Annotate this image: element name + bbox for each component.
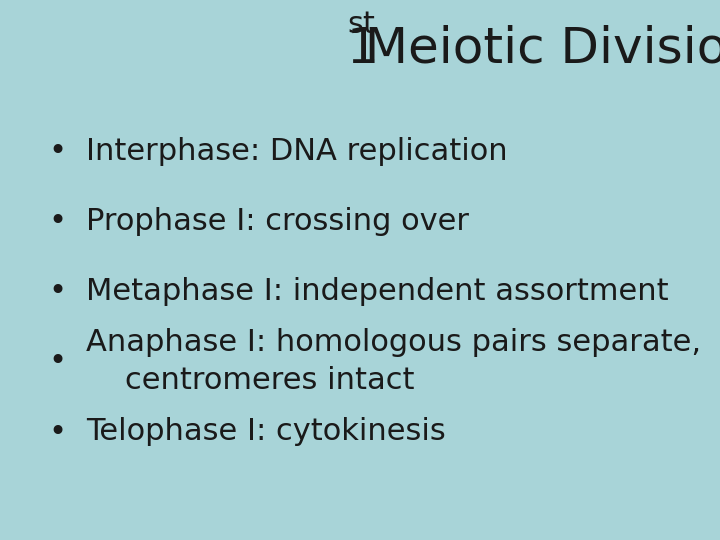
Text: •: • bbox=[48, 277, 67, 306]
Text: Meiotic Division: Meiotic Division bbox=[349, 25, 720, 72]
Text: •: • bbox=[48, 347, 67, 376]
Text: Prophase I: crossing over: Prophase I: crossing over bbox=[86, 207, 469, 236]
Text: •: • bbox=[48, 137, 67, 166]
Text: Anaphase I: homologous pairs separate,
    centromeres intact: Anaphase I: homologous pairs separate, c… bbox=[86, 328, 701, 395]
Text: •: • bbox=[48, 207, 67, 236]
Text: •: • bbox=[48, 417, 67, 447]
Text: 1: 1 bbox=[346, 25, 378, 72]
Text: Telophase I: cytokinesis: Telophase I: cytokinesis bbox=[86, 417, 446, 447]
Text: Interphase: DNA replication: Interphase: DNA replication bbox=[86, 137, 508, 166]
Text: Metaphase I: independent assortment: Metaphase I: independent assortment bbox=[86, 277, 669, 306]
Text: st: st bbox=[348, 10, 376, 39]
